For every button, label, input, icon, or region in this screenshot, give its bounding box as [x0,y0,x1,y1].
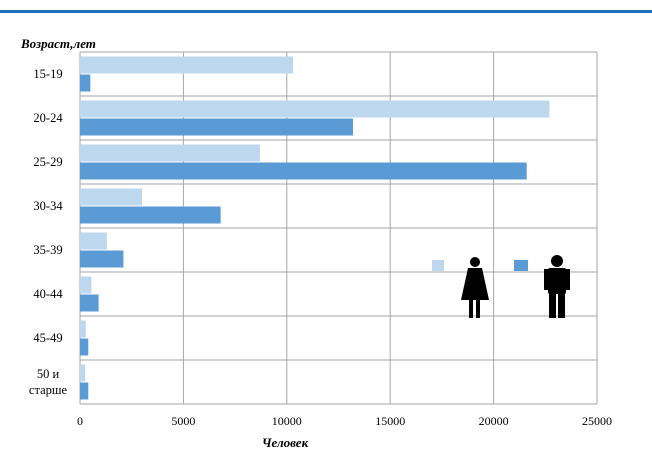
bar-men [80,162,527,180]
bar-men [80,382,89,400]
x-tick-label: 0 [77,414,83,428]
bar-women [80,320,86,338]
x-tick-label: 20000 [479,414,509,428]
man-icon [544,255,570,318]
category-label: 50 и [37,367,60,381]
category-label: 45-49 [33,331,62,345]
legend-swatch-men [514,260,528,271]
bar-men [80,294,99,312]
bar-women [80,276,92,294]
bars [80,56,550,400]
woman-icon [461,257,489,318]
bar-men [80,118,353,136]
category-label: 15-19 [33,67,62,81]
y-axis-title: Возраст,лет [20,36,96,51]
bar-women [80,232,107,250]
x-tick-label: 25000 [582,414,612,428]
category-labels: 15-19 20-24 25-29 30-34 35-39 40-44 45-49 50 и с… [29,67,68,397]
category-label: старше [29,383,68,397]
bar-men [80,338,89,356]
bar-women [80,100,550,118]
category-label: 20-24 [33,111,63,125]
header-accent-line [0,10,652,13]
legend-swatch-women [432,260,444,271]
x-tick-label: 5000 [171,414,195,428]
bar-men [80,74,91,92]
category-label: 25-29 [33,155,62,169]
legend [432,255,570,318]
category-label: 40-44 [33,287,63,301]
bar-women [80,364,86,382]
bar-women [80,144,260,162]
x-tick-label: 10000 [272,414,302,428]
bar-women [80,188,143,206]
x-tick-labels: 0 5000 10000 15000 20000 25000 [77,414,612,428]
category-label: 35-39 [33,243,62,257]
x-axis-title: Человек [262,435,309,450]
category-label: 30-34 [33,199,63,213]
bar-men [80,206,221,224]
x-tick-label: 15000 [375,414,405,428]
bar-women [80,56,294,74]
bar-men [80,250,124,268]
